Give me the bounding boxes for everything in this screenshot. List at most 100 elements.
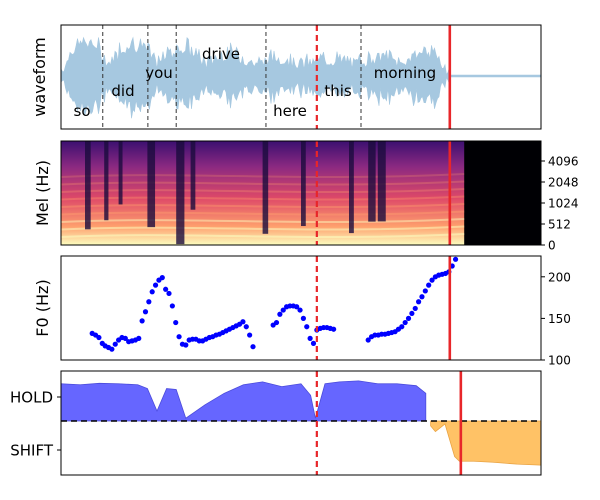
mel-spectrogram — [61, 141, 541, 245]
waveform-axes-frame — [60, 24, 542, 130]
f0-point — [173, 319, 179, 326]
waveform-ylabel: waveform — [30, 37, 49, 117]
f0-point — [149, 289, 155, 295]
word-label-morning: morning — [374, 64, 436, 82]
f0-point — [419, 294, 425, 300]
mel-tick-label: 512 — [548, 218, 571, 232]
mel-pause-column — [176, 141, 185, 245]
mel-tick-label: 2048 — [548, 176, 579, 190]
f0-point — [297, 307, 303, 313]
f0-point — [409, 310, 415, 317]
f0-point — [96, 334, 102, 341]
turn-taking-plot — [61, 371, 541, 475]
f0-point — [402, 319, 408, 326]
f0-panel: 100 150 200 F0 (Hz) — [33, 255, 571, 368]
f0-point — [426, 282, 432, 288]
f0-tick-label: 200 — [548, 270, 571, 284]
f0-point — [405, 315, 412, 321]
f0-point — [243, 324, 249, 330]
mel-pause-column — [377, 141, 386, 222]
waveform-plot — [61, 25, 541, 129]
mel-harmonic-band — [61, 210, 465, 216]
mel-pause-column — [301, 141, 306, 227]
mel-pause-column — [368, 141, 376, 222]
word-label-here: here — [273, 102, 307, 120]
mel-pause-column — [118, 141, 123, 205]
f0-point — [277, 311, 283, 317]
mel-harmonic-band — [61, 225, 465, 231]
f0-point — [273, 319, 280, 326]
mel-harmonic-band — [61, 233, 465, 239]
f0-point — [247, 332, 253, 338]
f0-point — [416, 299, 422, 305]
f0-point — [412, 305, 418, 312]
f0-point — [163, 286, 169, 292]
mel-harmonic-band — [61, 173, 465, 179]
mel-tick-label: 1024 — [548, 197, 579, 211]
turn-taking-panel: HOLD SHIFT — [10, 370, 542, 476]
f0-point — [452, 256, 459, 262]
mel-tick-label: 0 — [548, 239, 556, 253]
waveform-panel: so did you drive here this morning wavef… — [30, 24, 542, 130]
f0-point — [331, 326, 337, 332]
f0-point — [399, 324, 405, 330]
f0-point — [240, 319, 246, 325]
f0-point — [166, 290, 172, 297]
word-label-drive: drive — [202, 45, 240, 63]
f0-point — [152, 282, 159, 288]
f0-scatter — [89, 256, 459, 360]
f0-point — [159, 275, 165, 281]
f0-point — [109, 346, 115, 352]
f0-tick-label: 150 — [548, 312, 571, 326]
shift-area — [430, 420, 541, 466]
f0-point — [176, 334, 182, 340]
f0-point — [304, 324, 310, 330]
f0-point — [250, 344, 256, 350]
word-label-this: this — [324, 82, 352, 100]
mel-pause-column — [349, 141, 354, 234]
f0-point — [183, 342, 189, 348]
mel-pause-column — [104, 141, 109, 221]
mel-harmonic-band — [61, 203, 465, 209]
word-label-did: did — [111, 82, 134, 100]
f0-point — [146, 299, 152, 305]
turn-tick-label-shift: SHIFT — [10, 442, 54, 460]
f0-point — [307, 335, 313, 341]
f0-point — [112, 341, 118, 347]
mel-tick-label: 4096 — [548, 155, 579, 169]
mel-harmonic-band — [61, 218, 465, 224]
mel-panel: 0 512 1024 2048 4096 Mel (Hz) — [33, 140, 579, 253]
f0-point — [310, 340, 317, 346]
f0-point — [294, 304, 300, 310]
turn-taking-axes-frame — [60, 370, 542, 476]
f0-point — [280, 307, 286, 313]
f0-yaxis: 100 150 200 — [541, 270, 571, 368]
f0-point — [365, 337, 371, 343]
mel-harmonic-band — [61, 180, 465, 186]
mel-pause-column — [262, 141, 269, 234]
mel-pause-column — [85, 141, 91, 230]
f0-axes-frame — [60, 255, 542, 361]
hold-area — [61, 380, 427, 422]
f0-ylabel: F0 (Hz) — [33, 279, 52, 336]
turn-tick-label-hold: HOLD — [10, 389, 53, 407]
mel-ylabel: Mel (Hz) — [33, 160, 52, 226]
mel-axes-frame — [60, 140, 542, 246]
mel-pause-column — [147, 141, 156, 228]
mel-harmonic-band — [61, 188, 465, 194]
mel-pause-column — [190, 141, 196, 210]
f0-point — [139, 318, 145, 324]
f0-point — [300, 315, 306, 321]
f0-tick-label: 100 — [548, 354, 571, 368]
f0-point — [422, 288, 428, 294]
turn-taking-yaxis: HOLD SHIFT — [10, 389, 61, 460]
word-label-you: you — [145, 64, 173, 82]
f0-point — [122, 335, 128, 341]
mel-yaxis: 0 512 1024 2048 4096 — [541, 155, 579, 253]
f0-point — [429, 277, 435, 283]
f0-point — [169, 303, 175, 309]
f0-point — [136, 335, 142, 341]
f0-point — [142, 309, 149, 315]
word-labels: so did you drive here this morning — [74, 45, 437, 120]
